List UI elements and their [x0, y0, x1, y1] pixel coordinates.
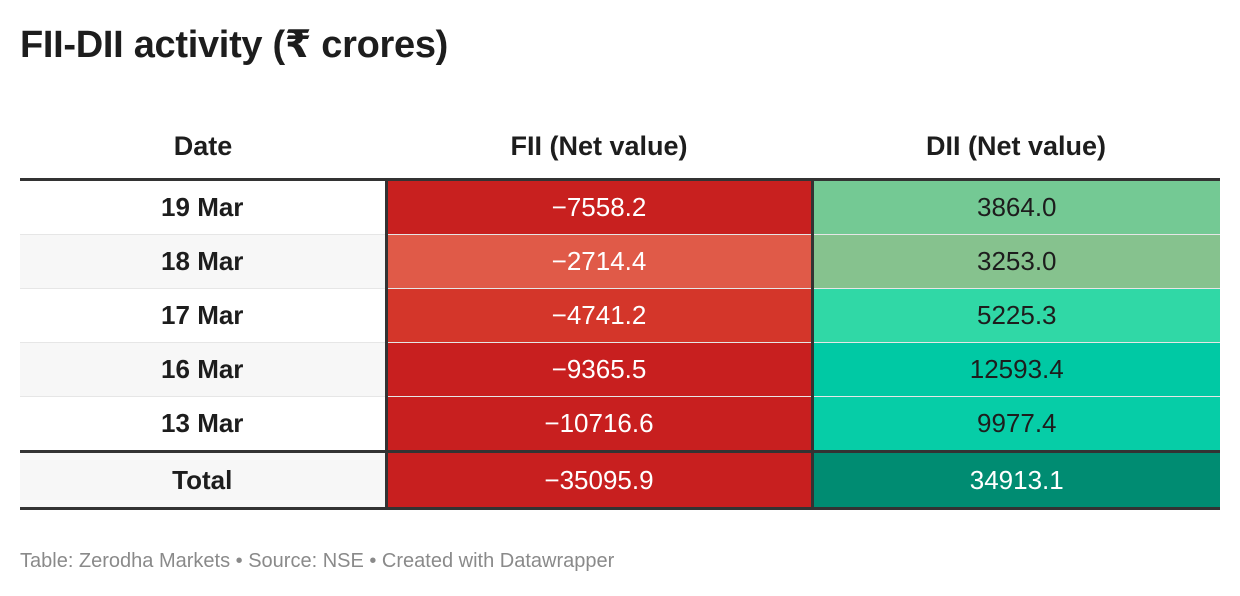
column-header-dii: DII (Net value) — [812, 114, 1220, 181]
fii-cell: −2714.4 — [386, 234, 814, 289]
fii-dii-table: Date FII (Net value) DII (Net value) 19 … — [20, 114, 1220, 510]
fii-cell: −9365.5 — [386, 342, 814, 397]
column-header-date: Date — [20, 114, 386, 181]
table-row: 13 Mar −10716.6 9977.4 — [20, 396, 1220, 452]
total-label-cell: Total — [20, 450, 388, 510]
date-cell: 16 Mar — [20, 342, 388, 397]
date-cell: 18 Mar — [20, 234, 388, 289]
date-cell: 13 Mar — [20, 396, 388, 452]
table-row: 18 Mar −2714.4 3253.0 — [20, 234, 1220, 289]
dii-cell: 3864.0 — [812, 179, 1220, 235]
date-cell: 17 Mar — [20, 288, 388, 343]
table-row: 16 Mar −9365.5 12593.4 — [20, 342, 1220, 397]
chart-title: FII-DII activity (₹ crores) — [20, 24, 449, 66]
fii-cell: −4741.2 — [386, 288, 814, 343]
fii-cell: −10716.6 — [386, 396, 814, 452]
total-row: Total −35095.9 34913.1 — [20, 450, 1220, 510]
column-header-fii: FII (Net value) — [386, 114, 812, 181]
table-row: 17 Mar −4741.2 5225.3 — [20, 288, 1220, 343]
header-row: Date FII (Net value) DII (Net value) — [20, 114, 1220, 181]
dii-cell: 3253.0 — [812, 234, 1220, 289]
footer-credits: Table: Zerodha Markets • Source: NSE • C… — [20, 550, 615, 572]
date-cell: 19 Mar — [20, 179, 388, 235]
table-row: 19 Mar −7558.2 3864.0 — [20, 179, 1220, 235]
total-fii-cell: −35095.9 — [386, 450, 814, 510]
dii-cell: 12593.4 — [812, 342, 1220, 397]
dii-cell: 9977.4 — [812, 396, 1220, 452]
fii-cell: −7558.2 — [386, 179, 814, 235]
dii-cell: 5225.3 — [812, 288, 1220, 343]
total-dii-cell: 34913.1 — [812, 450, 1220, 510]
